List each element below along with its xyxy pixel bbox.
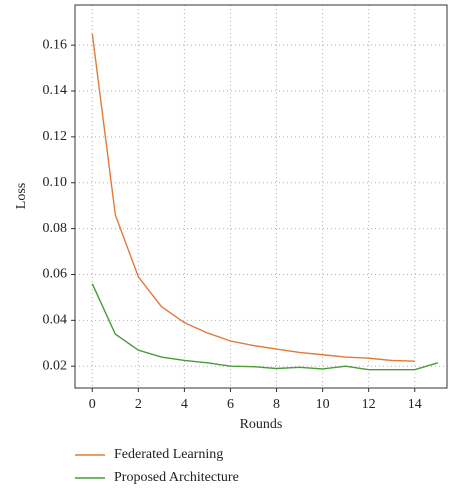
x-tick-label: 14	[408, 397, 422, 412]
x-tick-label: 6	[227, 397, 234, 412]
x-axis-label: Rounds	[240, 417, 283, 432]
plot-frame	[74, 4, 448, 389]
y-axis-label: Loss	[14, 183, 29, 209]
y-tick-label: 0.12	[43, 129, 68, 144]
y-tick-label: 0.08	[43, 221, 68, 236]
series-line	[91, 283, 438, 371]
y-tick-label: 0.16	[43, 37, 68, 52]
y-tick-label: 0.14	[43, 83, 68, 98]
y-tick-label: 0.10	[43, 175, 68, 190]
y-tick-label: 0.04	[43, 313, 68, 328]
x-tick-label: 2	[135, 397, 142, 412]
x-tick-label: 0	[89, 397, 96, 412]
x-tick-label: 8	[273, 397, 280, 412]
x-tick-label: 12	[362, 397, 376, 412]
x-tick-label: 10	[316, 397, 330, 412]
legend-label: Proposed Architecture	[114, 470, 239, 485]
x-tick-label: 4	[181, 397, 188, 412]
y-tick-label: 0.02	[43, 358, 68, 373]
legend-label: Federated Learning	[114, 447, 223, 462]
series-line	[91, 33, 415, 362]
y-tick-label: 0.06	[43, 267, 68, 282]
